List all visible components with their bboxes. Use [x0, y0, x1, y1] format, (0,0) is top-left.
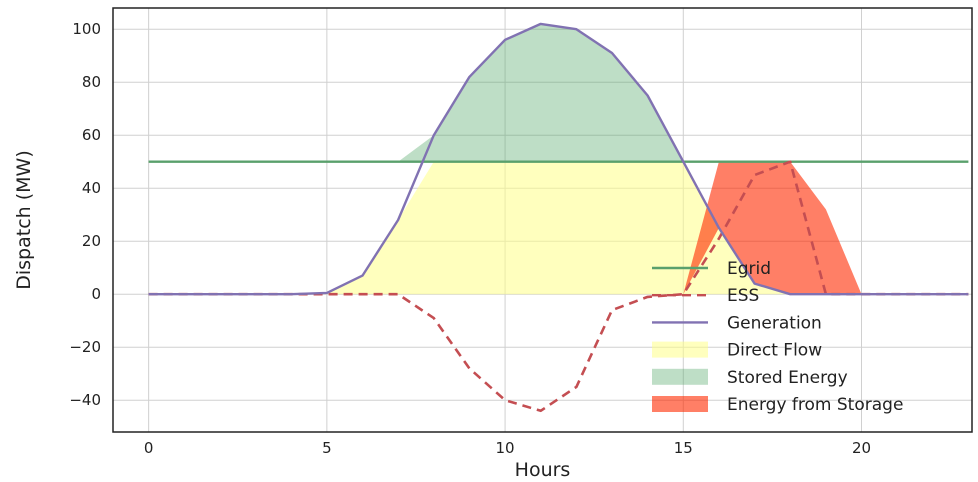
y-tick-label: 80	[82, 73, 101, 91]
y-tick-labels: −40 −20 0 20 40 60 80 100	[69, 20, 101, 409]
series-line-generation	[148, 22, 969, 296]
y-tick-label: 60	[82, 126, 101, 144]
area-stored-energy	[148, 23, 969, 162]
legend-label: Energy from Storage	[727, 395, 903, 415]
y-tick-label: 20	[82, 232, 101, 250]
legend-label: Stored Energy	[727, 368, 848, 388]
x-tick-label: 10	[496, 439, 515, 457]
y-tick-label: −20	[69, 338, 101, 356]
area-direct-flow	[148, 161, 969, 295]
y-tick-label: 0	[91, 285, 101, 303]
x-tick-label: 0	[144, 439, 154, 457]
y-tick-label: −40	[69, 391, 101, 409]
x-tick-label: 15	[674, 439, 693, 457]
x-tick-labels: 0 5 10 15 20	[144, 439, 871, 457]
legend: Egrid ESS Generation Direct Flow Stored Ener…	[652, 259, 903, 415]
legend-swatch-direct-flow	[652, 341, 708, 358]
x-tick-label: 20	[852, 439, 871, 457]
area-energy-from-storage	[148, 161, 969, 295]
legend-swatch-energy-from-storage	[652, 396, 708, 412]
legend-swatch-stored-energy	[652, 368, 708, 385]
y-tick-label: 40	[82, 179, 101, 197]
legend-label: Direct Flow	[727, 341, 822, 361]
y-tick-label: 100	[72, 20, 101, 38]
plot-frame	[112, 7, 973, 433]
area-fills	[148, 23, 969, 295]
y-axis-label: Dispatch (MW)	[13, 150, 35, 290]
x-tick-label: 5	[322, 439, 332, 457]
x-axis-label: Hours	[515, 459, 571, 481]
legend-label: Egrid	[727, 259, 771, 279]
legend-label: ESS	[727, 286, 759, 306]
legend-label: Generation	[727, 313, 822, 333]
series-lines	[148, 22, 969, 413]
